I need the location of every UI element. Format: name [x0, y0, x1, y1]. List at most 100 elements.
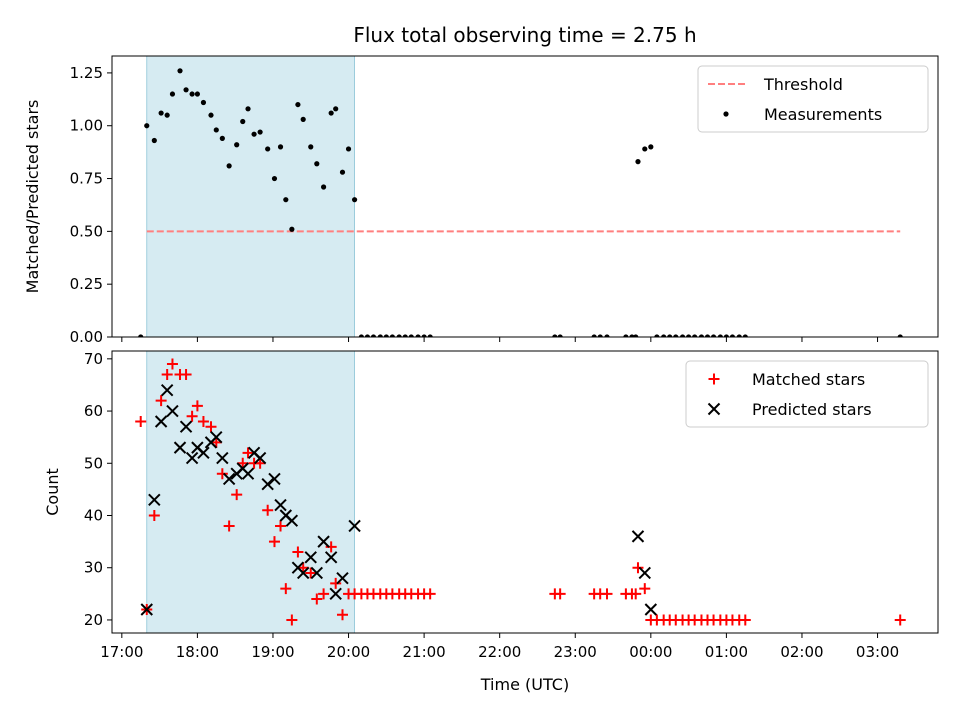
x-tick-label: 17:00 — [100, 643, 143, 661]
legend: Matched stars Predicted stars — [685, 360, 929, 428]
matched-star-point — [223, 520, 235, 532]
top-panel: 0.00 0.25 0.50 0.75 1.00 1.25 Matched/Predicte… — [23, 55, 939, 346]
y-tick-label: 0.75 — [70, 170, 103, 188]
measurement-point — [271, 175, 278, 182]
matched-star-point — [161, 369, 173, 380]
x-tick-label: 18:00 — [176, 643, 219, 661]
predicted-star-point — [638, 566, 651, 580]
measurement-point — [648, 144, 654, 150]
measurement-point — [552, 334, 558, 337]
x-tick-label: 03:00 — [856, 643, 899, 661]
matched-star-point — [639, 583, 651, 595]
y-tick-label: 1.00 — [70, 117, 103, 135]
predicted-star-point — [304, 551, 317, 564]
y-tick-label: 30 — [84, 559, 103, 577]
measurement-point — [389, 334, 395, 337]
predicted-star-point — [210, 430, 223, 444]
matched-star-point — [311, 593, 323, 605]
predicted-star-point — [631, 530, 645, 543]
measurement-point — [265, 146, 271, 152]
predicted-star-point — [173, 441, 187, 454]
x-axis-label: Time (UTC) — [480, 675, 569, 694]
measurement-point — [151, 137, 157, 144]
x-tick-label: 21:00 — [402, 643, 445, 661]
predicted-star-point — [216, 451, 229, 465]
axes-frame — [111, 350, 939, 634]
measurement-point — [234, 142, 240, 148]
measurement-point — [717, 334, 723, 337]
predicted-star-point — [148, 493, 161, 507]
measurement-point — [177, 68, 183, 74]
matched-star-point — [237, 457, 249, 469]
measurement-point — [308, 144, 314, 150]
y-tick-label: 60 — [84, 402, 103, 420]
measurement-point — [742, 334, 748, 337]
matched-star-point — [632, 562, 644, 574]
matched-star-point — [894, 614, 906, 626]
y-tick-label: 50 — [84, 454, 103, 472]
measurement-point — [383, 334, 389, 337]
measurement-point — [704, 334, 711, 337]
measurement-point — [169, 91, 176, 97]
measurement-point — [698, 334, 705, 337]
x-tick-label: 02:00 — [780, 643, 823, 661]
matched-star-point — [262, 504, 274, 516]
legend: Threshold Measurements — [697, 65, 929, 133]
matched-star-point — [297, 562, 309, 574]
measurement-point — [667, 334, 673, 337]
measurement-point — [604, 334, 610, 337]
measurement-point — [897, 334, 903, 337]
measurement-point — [370, 334, 377, 337]
predicted-star-point — [179, 420, 193, 433]
matched-star-point — [601, 588, 613, 600]
predicted-star-point — [274, 498, 287, 512]
predicted-star-point — [310, 566, 324, 580]
measurement-point — [289, 226, 295, 232]
measurement-point — [189, 91, 195, 97]
matched-star-point — [739, 614, 751, 626]
measurement-point — [729, 334, 736, 337]
matched-star-point — [231, 489, 243, 501]
bottom-panel: 20 30 40 50 60 70 17:00 18:00 19:00 20:00 21:00 22:… — [43, 350, 939, 694]
legend-predicted-swatch — [707, 402, 721, 416]
predicted-star-point — [317, 535, 330, 548]
measurement-point — [328, 110, 334, 116]
y-tick-label: 0.25 — [70, 275, 103, 293]
matched-star-point — [242, 447, 254, 459]
predicted-star-point — [185, 451, 199, 465]
predicted-star-point — [241, 467, 255, 480]
predicted-star-point — [329, 587, 342, 601]
matched-star-point — [330, 577, 342, 589]
legend-box — [697, 65, 929, 133]
measurement-point — [158, 110, 164, 116]
matched-star-point — [254, 457, 266, 469]
measurement-point — [277, 144, 284, 150]
measurement-point — [138, 334, 144, 337]
y-tick-label: 20 — [84, 611, 103, 629]
measurement-point — [421, 334, 427, 337]
measurement-point — [686, 334, 692, 337]
matched-star-point — [135, 416, 147, 427]
measurement-point — [339, 169, 346, 175]
measurement-point — [333, 106, 339, 112]
matched-star-point — [216, 468, 228, 480]
matched-star-point — [180, 369, 192, 380]
measurement-point — [351, 197, 358, 203]
matched-star-point — [186, 410, 198, 422]
measurement-point — [661, 334, 667, 337]
predicted-star-point — [644, 603, 658, 616]
measurement-point — [679, 334, 686, 337]
legend-label: Predicted stars — [752, 400, 872, 419]
measurement-point — [642, 146, 648, 152]
measurement-point — [633, 334, 639, 337]
measurement-point — [591, 334, 597, 337]
predicted-star-point — [222, 472, 236, 486]
predicted-star-point — [296, 566, 310, 580]
legend-box — [685, 360, 929, 428]
y-tick-label: 40 — [84, 507, 103, 525]
matched-star-point — [286, 614, 298, 626]
matched-star-point — [155, 395, 167, 407]
matched-star-point — [336, 609, 348, 621]
measurement-point — [183, 87, 189, 93]
measurement-point — [208, 112, 214, 118]
